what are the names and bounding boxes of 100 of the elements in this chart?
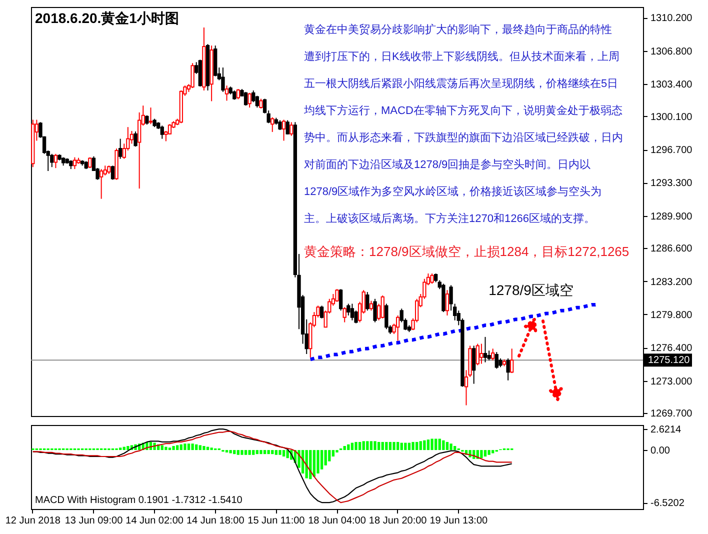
- y-tick-label: 1303.400: [650, 80, 693, 91]
- bar: [312, 450, 316, 477]
- y-tick-label: 1276.400: [650, 343, 693, 354]
- bar: [392, 442, 396, 450]
- x-tick-label: 18 Jun 04:00: [308, 516, 366, 526]
- candlestick: [373, 298, 377, 323]
- chart-title: 2018.6.20.黄金1小时图: [35, 10, 179, 26]
- bar: [343, 446, 346, 450]
- annotation: 五一根大阴线后紧跟小阳线震荡后再次呈现阴线，价格继续在5日: [304, 77, 618, 90]
- bar: [385, 442, 388, 450]
- y-tick-label: 1273.000: [650, 376, 693, 388]
- y-tick-label: 1279.800: [650, 310, 693, 321]
- candlestick: [445, 290, 450, 316]
- candlestick: [380, 294, 384, 319]
- bar: [278, 450, 282, 455]
- bar: [236, 450, 240, 455]
- bar: [423, 440, 426, 450]
- text: MACD With Histogram 0.1901 -1.7312 -1.5410: [35, 495, 243, 506]
- x-tick-label: 18 Jun 20:00: [368, 516, 428, 526]
- bar: [328, 450, 331, 462]
- bar: [126, 446, 130, 450]
- candlestick: [134, 130, 138, 148]
- bar: [184, 444, 186, 450]
- bar: [248, 450, 251, 455]
- candlestick: [342, 306, 346, 323]
- bar: [377, 442, 380, 450]
- candlestick: [350, 303, 354, 321]
- annotation: 遭到打压下的，日K线收带上下影线阴线。但从技术面来看，上周: [304, 50, 620, 63]
- candlestick: [72, 156, 77, 170]
- annotation: 主。上破该区域后离场。下方关注1270和1266区域的支撑。: [304, 212, 595, 225]
- candlestick: [286, 120, 290, 135]
- annotation: 黄金在中美贸易分歧影响扩大的影响下，最终趋向于商品的特性: [304, 23, 612, 36]
- y-tick-label: 2.6214: [650, 424, 682, 436]
- bar: [358, 442, 362, 450]
- bar: [408, 442, 411, 450]
- candlestick: [480, 343, 484, 364]
- bar: [488, 450, 490, 455]
- candlestick: [248, 92, 252, 108]
- candlestick: [369, 300, 374, 312]
- bar: [404, 442, 407, 450]
- candlestick: [476, 343, 480, 366]
- bar: [450, 444, 452, 450]
- candlestick: [506, 358, 510, 381]
- candlestick: [224, 85, 229, 102]
- candlestick: [160, 125, 164, 140]
- candlestick: [148, 107, 153, 125]
- bar: [180, 444, 182, 450]
- bar: [484, 450, 487, 456]
- y-tick-label: 1306.800: [650, 46, 693, 58]
- bar: [198, 445, 202, 450]
- bar: [381, 442, 384, 450]
- bar: [438, 438, 441, 450]
- bar: [412, 442, 414, 450]
- bar: [362, 441, 365, 450]
- candlestick: [338, 288, 343, 312]
- bar: [271, 450, 274, 454]
- bar: [195, 444, 198, 450]
- y-tick-label: 1296.700: [650, 145, 693, 156]
- candlestick: [278, 120, 282, 130]
- bar: [176, 445, 179, 450]
- bar: [229, 450, 232, 454]
- candlestick: [221, 67, 225, 92]
- y-tick-label: 1310.200: [650, 13, 693, 24]
- bar: [282, 450, 286, 456]
- bar: [274, 450, 278, 455]
- bar: [240, 450, 244, 455]
- y-tick-label: 1300.100: [650, 112, 693, 123]
- candlestick: [290, 122, 294, 136]
- bar: [316, 450, 320, 474]
- bar: [324, 450, 327, 466]
- bar: [354, 442, 358, 450]
- candlestick: [270, 116, 274, 132]
- candlestick: [118, 138, 122, 160]
- candlestick: [472, 345, 476, 384]
- annotation: 黄金策略：1278/9区域做空，止损1284，目标1272,1265: [304, 244, 630, 259]
- annotation: 对前面的下边沿区域及1278/9回抽是参与空头时间。日内以: [304, 158, 591, 171]
- y-tick-label: -6.5202: [650, 498, 685, 510]
- bar: [426, 440, 430, 450]
- bar: [187, 444, 190, 450]
- candlestick: [366, 292, 370, 312]
- candlestick: [384, 303, 388, 330]
- candlestick: [244, 91, 248, 106]
- candlestick: [335, 288, 339, 302]
- bar: [430, 438, 434, 450]
- bar: [347, 444, 350, 450]
- bar: [492, 450, 494, 454]
- bar: [388, 442, 392, 450]
- bar: [370, 441, 373, 450]
- bar: [400, 442, 403, 450]
- x-tick-label: 14 Jun 18:00: [186, 516, 245, 526]
- bar: [396, 442, 400, 450]
- candlestick: [145, 114, 149, 126]
- candlestick: [99, 168, 104, 200]
- y-tick-label: 1269.700: [650, 408, 693, 420]
- bar: [446, 442, 449, 450]
- annotation: 势中。而从形态来看，下跌旗型的旗面下边沿区域已经跌破，日内: [304, 131, 623, 144]
- y-tick-label: 1289.900: [650, 211, 693, 222]
- ref-line-label: 1275.120: [648, 355, 690, 366]
- x-tick-label: 13 Jun 09:00: [64, 516, 124, 526]
- candlestick: [396, 314, 400, 342]
